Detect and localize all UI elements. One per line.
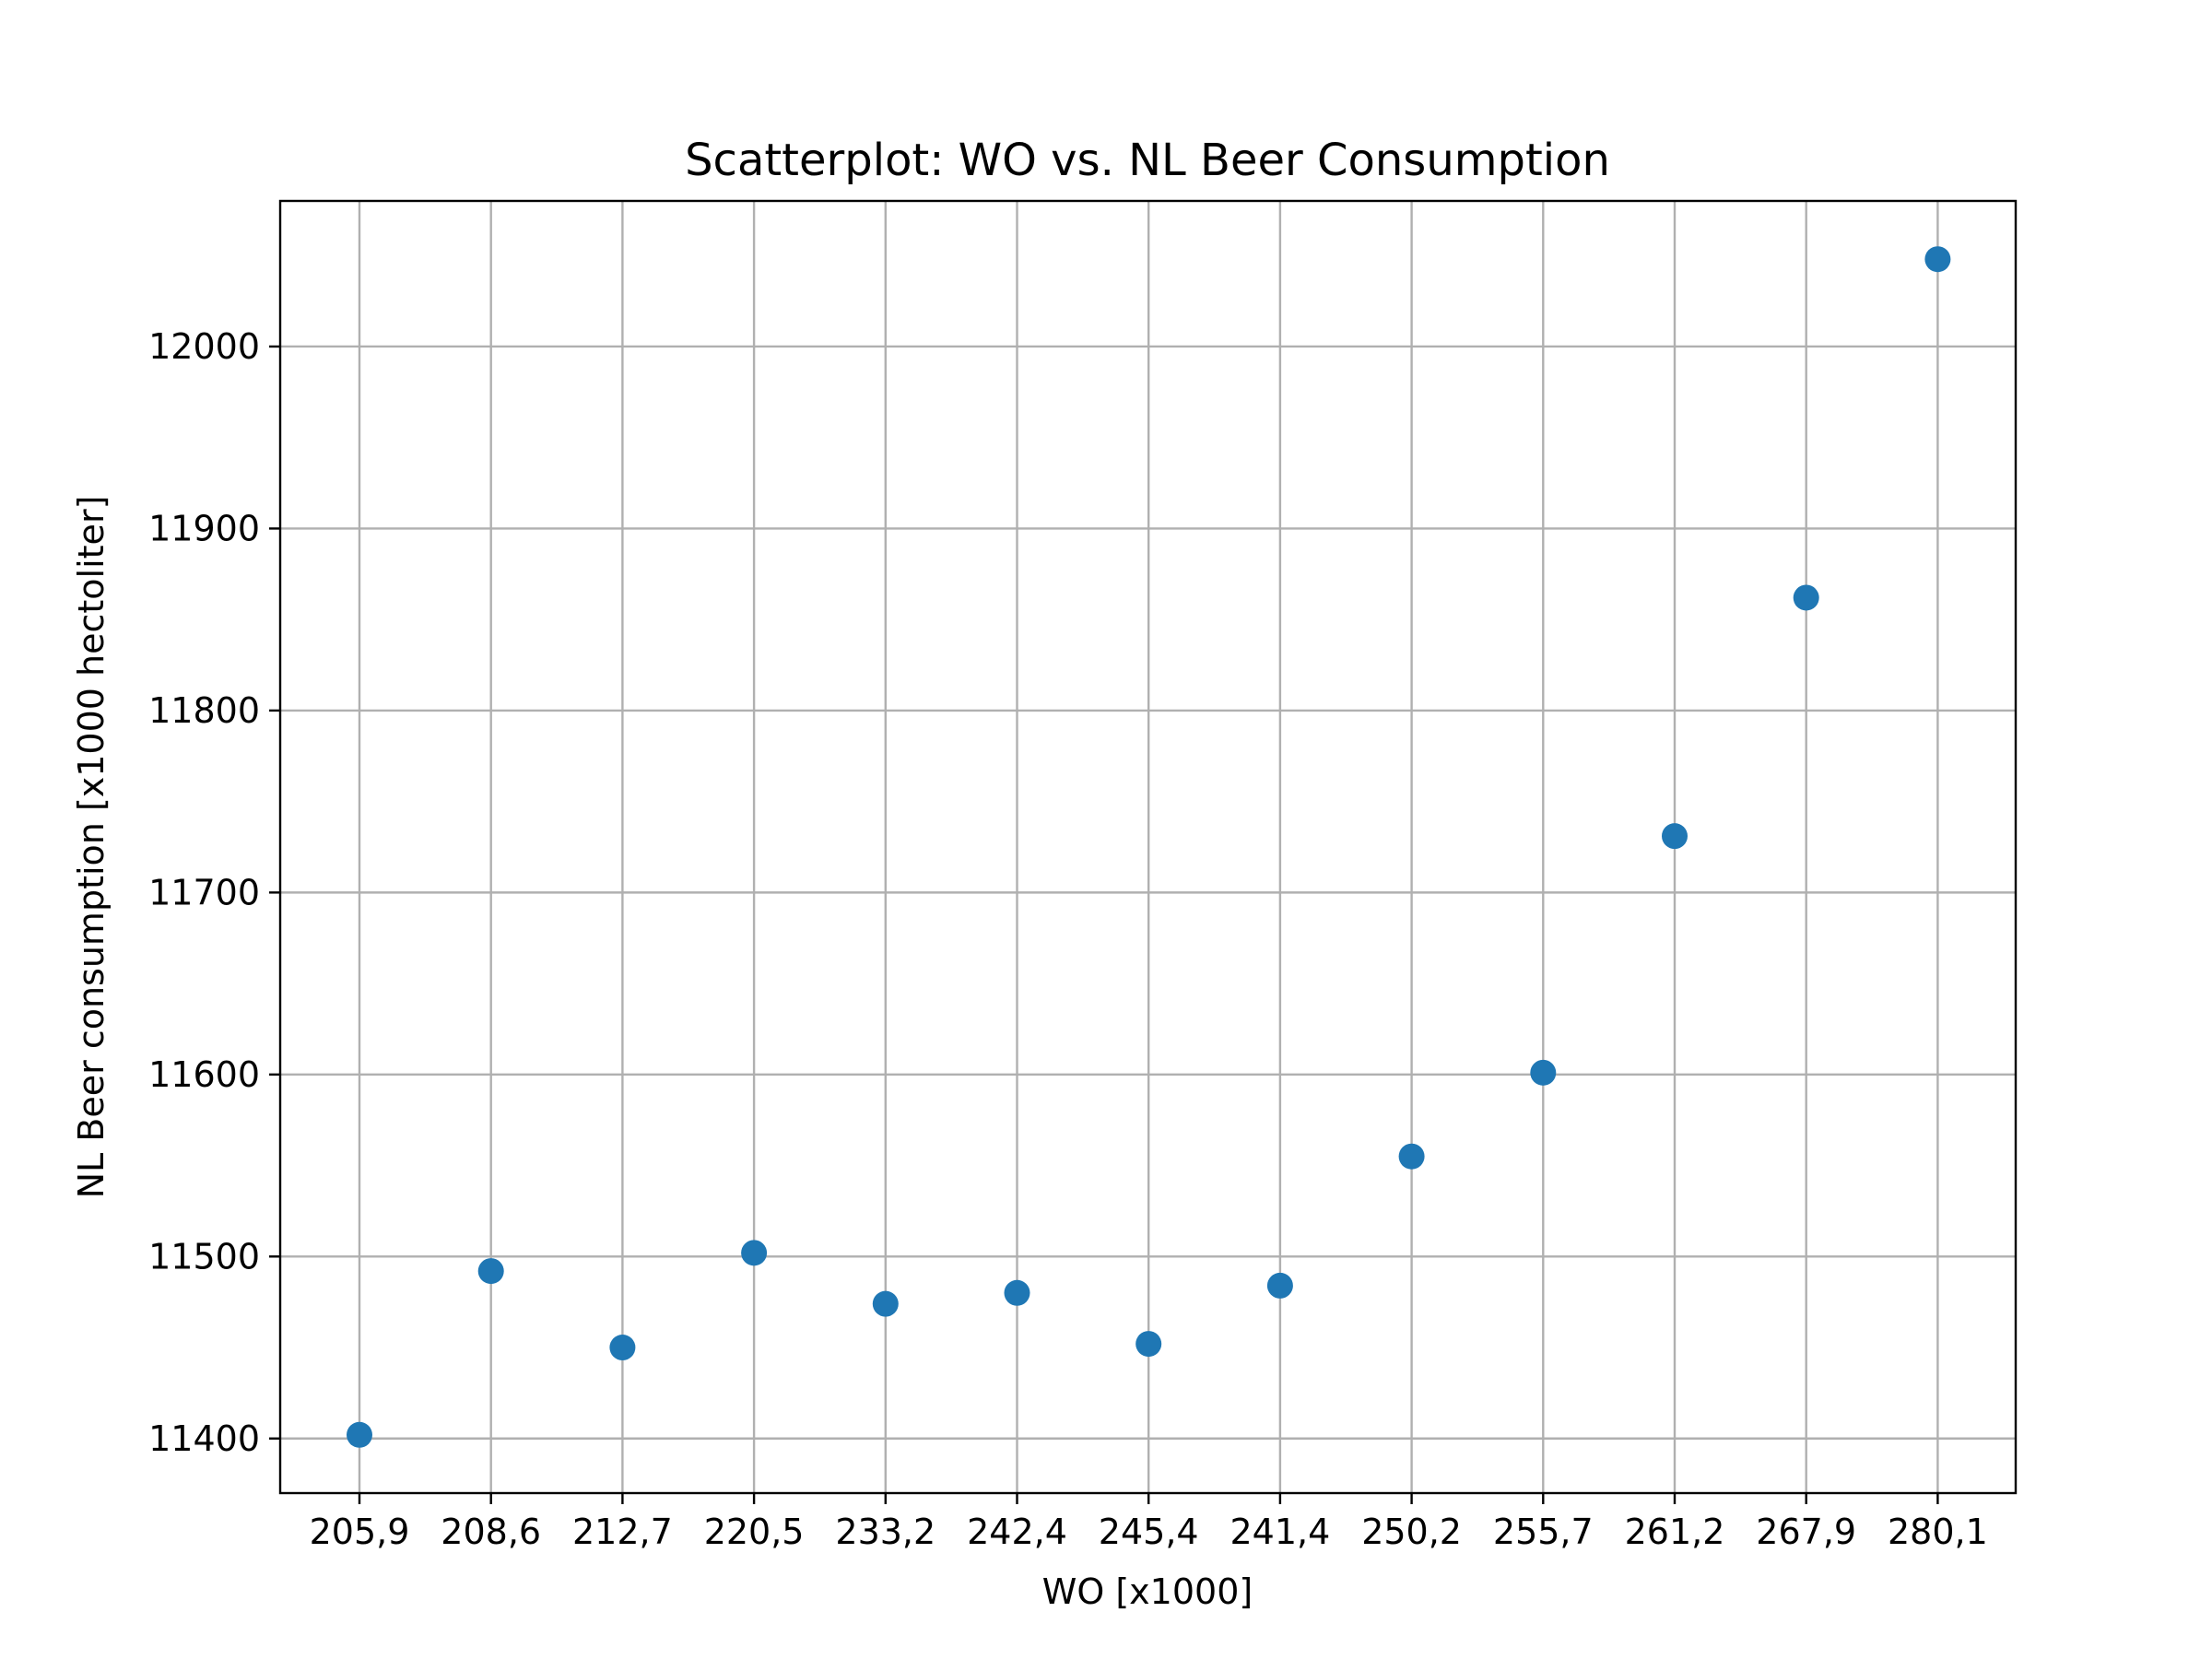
x-axis-label: WO [x1000] xyxy=(1042,1571,1253,1612)
x-tick-label: 208,6 xyxy=(441,1512,541,1552)
x-tick-label: 241,4 xyxy=(1230,1512,1331,1552)
y-tick-label: 11600 xyxy=(148,1054,260,1095)
x-tick-label: 267,9 xyxy=(1756,1512,1856,1552)
data-point xyxy=(347,1421,372,1448)
x-tick-label: 242,4 xyxy=(967,1512,1067,1552)
y-tick-label: 11700 xyxy=(148,872,260,912)
grid-lines xyxy=(280,201,2016,1493)
y-tick-label: 12000 xyxy=(148,326,260,367)
y-axis-label: NL Beer consumption [x1000 hectoliter] xyxy=(71,496,112,1199)
data-point xyxy=(872,1290,899,1317)
x-tick-label: 205,9 xyxy=(310,1512,410,1552)
x-tick-label: 261,2 xyxy=(1625,1512,1725,1552)
y-tick-label: 11400 xyxy=(148,1418,260,1459)
data-point xyxy=(1135,1331,1162,1358)
x-tick-label: 245,4 xyxy=(1099,1512,1199,1552)
y-tick-label: 11500 xyxy=(148,1236,260,1277)
y-tick-label: 11900 xyxy=(148,508,260,548)
x-tick-label: 220,5 xyxy=(704,1512,805,1552)
x-tick-label: 250,2 xyxy=(1361,1512,1462,1552)
x-tick-label: 280,1 xyxy=(1888,1512,1988,1552)
data-point xyxy=(1793,584,1819,611)
axis-ticks: 205,9 208,6 212,7 220,5 233,2 242,4 245,4 241,4… xyxy=(148,326,1988,1552)
data-point xyxy=(1924,246,1951,273)
data-point xyxy=(609,1335,636,1361)
data-points xyxy=(347,246,1951,1448)
y-tick-label: 11800 xyxy=(148,690,260,731)
data-point xyxy=(477,1258,504,1285)
data-point xyxy=(1398,1143,1425,1170)
chart-title: Scatterplot: WO vs. NL Beer Consumption xyxy=(685,135,1610,186)
data-point xyxy=(1662,823,1688,850)
x-tick-label: 233,2 xyxy=(835,1512,935,1552)
data-point xyxy=(1530,1059,1557,1086)
x-tick-label: 212,7 xyxy=(572,1512,673,1552)
data-point xyxy=(1004,1279,1030,1306)
data-point xyxy=(1266,1272,1293,1299)
data-point xyxy=(741,1240,768,1266)
x-tick-label: 255,7 xyxy=(1493,1512,1594,1552)
